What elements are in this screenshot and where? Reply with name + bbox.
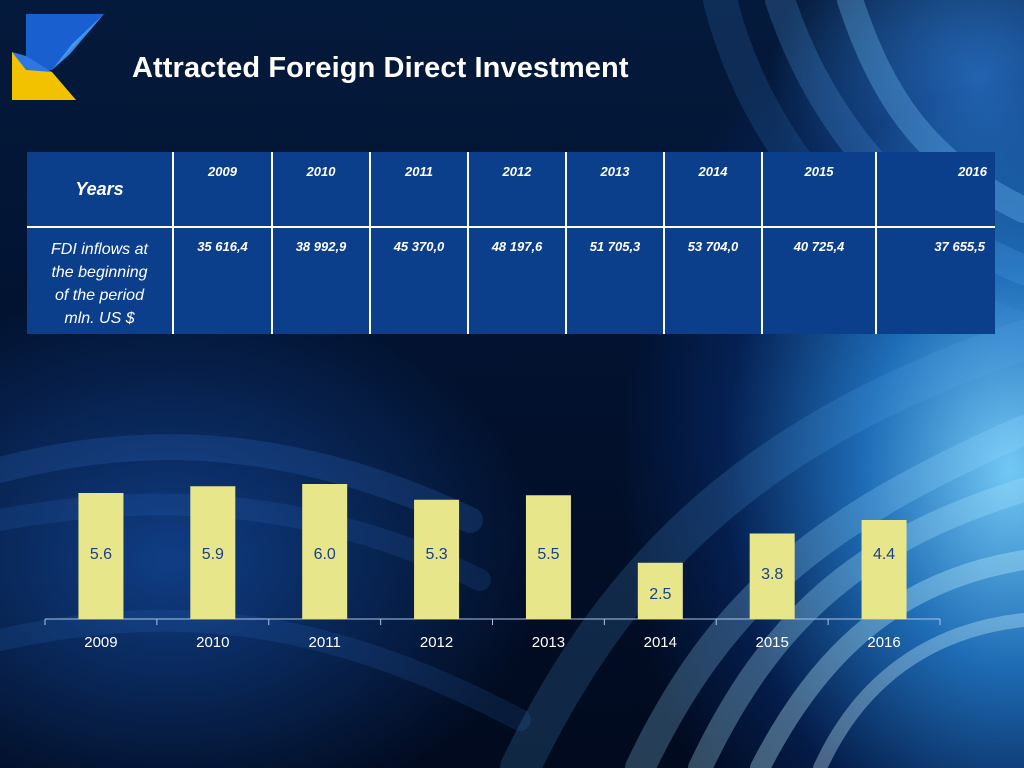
- data-label: 5.5: [537, 546, 559, 563]
- fdi-value-cell: 51 705,3: [565, 227, 664, 334]
- table-values-row: FDI inflows at the beginning of the peri…: [27, 227, 995, 334]
- data-label: 5.6: [90, 546, 112, 563]
- bar-2010: [190, 486, 236, 619]
- x-tick-label: 2011: [309, 634, 341, 651]
- fdi-value-cell: 37 655,5: [875, 227, 995, 334]
- bar-2014: [637, 562, 683, 619]
- row-label-line: of the period: [55, 287, 144, 304]
- bar-2012: [414, 499, 460, 619]
- fdi-value-cell: 53 704,0: [663, 227, 762, 334]
- x-tick-label: 2013: [532, 634, 565, 651]
- logo: [12, 14, 104, 100]
- fdi-value-cell: 38 992,9: [271, 227, 370, 334]
- row-label-line: the beginning: [51, 264, 148, 281]
- bar-2009: [78, 493, 124, 619]
- bar-2016: [861, 520, 907, 619]
- data-label: 5.3: [425, 546, 447, 563]
- x-tick-label: 2015: [756, 634, 789, 651]
- x-tick-label: 2014: [644, 634, 677, 651]
- year-cell: 2010: [271, 152, 370, 228]
- x-tick-label: 2010: [196, 634, 229, 651]
- slide-title: Attracted Foreign Direct Investment: [132, 52, 629, 84]
- bar-2015: [749, 533, 795, 619]
- year-cell: 2013: [565, 152, 664, 228]
- years-header: Years: [27, 152, 173, 228]
- fdi-row-label: FDI inflows at the beginning of the peri…: [27, 227, 173, 334]
- data-label: 5.9: [202, 546, 224, 563]
- fdi-value-cell: 35 616,4: [172, 227, 272, 334]
- x-tick-label: 2012: [420, 634, 453, 651]
- row-label-line: FDI inflows at: [51, 241, 148, 258]
- data-label: 6.0: [314, 546, 336, 563]
- fdi-value-cell: 48 197,6: [467, 227, 566, 334]
- x-tick-label: 2016: [867, 634, 900, 651]
- year-cell: 2014: [663, 152, 762, 228]
- fdi-value-cell: 40 725,4: [761, 227, 876, 334]
- year-cell: 2016: [875, 152, 995, 228]
- year-cell: 2015: [761, 152, 876, 228]
- data-label: 2.5: [649, 586, 671, 603]
- fdi-value-cell: 45 370,0: [369, 227, 468, 334]
- bar-2013: [525, 495, 571, 619]
- year-cell: 2009: [172, 152, 272, 228]
- fdi-table: Years 2009 2010 2011 2012 2013 2014 2015…: [27, 152, 995, 334]
- data-label: 3.8: [761, 566, 783, 583]
- x-tick-label: 2009: [84, 634, 117, 651]
- data-label: 4.4: [873, 546, 895, 563]
- year-cell: 2011: [369, 152, 468, 228]
- year-cell: 2012: [467, 152, 566, 228]
- bar-2011: [302, 484, 348, 619]
- table-header-row: Years 2009 2010 2011 2012 2013 2014 2015…: [27, 152, 995, 228]
- row-label-line: mln. US $: [64, 310, 135, 327]
